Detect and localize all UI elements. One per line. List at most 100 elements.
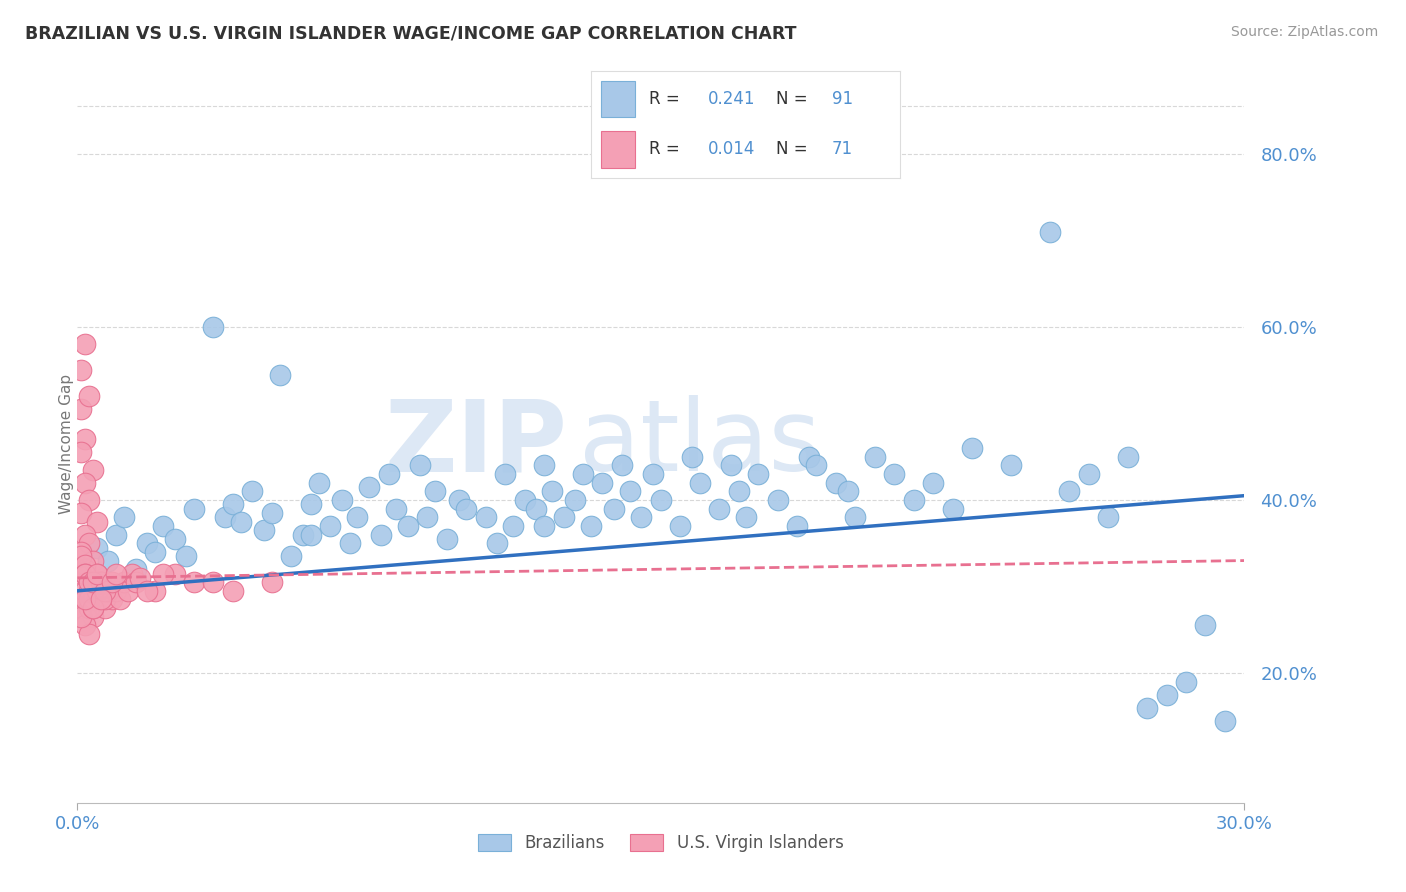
Point — [1000, 458, 1022, 473]
Point — [214, 510, 236, 524]
Point — [97, 553, 120, 567]
Point — [339, 536, 361, 550]
Point — [86, 541, 108, 555]
Point — [513, 493, 536, 508]
Point — [112, 575, 135, 590]
Point — [1039, 225, 1062, 239]
Point — [396, 519, 419, 533]
Point — [82, 601, 104, 615]
Point — [824, 475, 846, 490]
Point — [903, 493, 925, 508]
Point — [541, 484, 564, 499]
Point — [1057, 484, 1080, 499]
Point — [408, 458, 430, 473]
Point — [291, 527, 314, 541]
Point — [260, 506, 283, 520]
Point — [1136, 700, 1159, 714]
Point — [77, 583, 100, 598]
Point — [669, 519, 692, 533]
Point — [128, 571, 150, 585]
Point — [77, 493, 100, 508]
Point — [70, 445, 93, 459]
Point — [70, 545, 93, 559]
Point — [1213, 714, 1236, 728]
Point — [579, 519, 602, 533]
Point — [572, 467, 595, 481]
Point — [152, 519, 174, 533]
Point — [90, 592, 112, 607]
Point — [77, 627, 100, 641]
Point — [82, 592, 104, 607]
Point — [77, 389, 100, 403]
Point — [101, 592, 124, 607]
Point — [222, 583, 245, 598]
Point — [82, 592, 104, 607]
Point — [93, 583, 115, 598]
Point — [844, 510, 866, 524]
Point — [502, 519, 524, 533]
Point — [75, 433, 97, 447]
Point — [641, 467, 664, 481]
Point — [610, 458, 633, 473]
Point — [346, 510, 368, 524]
Text: Source: ZipAtlas.com: Source: ZipAtlas.com — [1230, 25, 1378, 39]
Point — [82, 463, 104, 477]
Point — [806, 458, 828, 473]
Point — [117, 583, 139, 598]
Point — [70, 402, 93, 417]
Point — [82, 553, 104, 567]
Point — [163, 532, 186, 546]
Point — [70, 549, 93, 564]
Text: 91: 91 — [832, 90, 853, 108]
Point — [922, 475, 945, 490]
Point — [183, 575, 205, 590]
Point — [143, 545, 166, 559]
Point — [82, 575, 104, 590]
Point — [77, 575, 100, 590]
Point — [86, 583, 108, 598]
Point — [77, 601, 100, 615]
Point — [86, 566, 108, 581]
Point — [163, 566, 186, 581]
Point — [370, 527, 392, 541]
Point — [105, 527, 128, 541]
Point — [553, 510, 575, 524]
FancyBboxPatch shape — [602, 81, 636, 118]
Point — [533, 519, 555, 533]
Point — [75, 475, 97, 490]
Point — [75, 592, 97, 607]
Point — [308, 475, 330, 490]
Point — [299, 497, 322, 511]
Point — [650, 493, 672, 508]
Point — [253, 523, 276, 537]
Point — [1116, 450, 1139, 464]
Point — [229, 515, 252, 529]
Point — [82, 601, 104, 615]
Point — [260, 575, 283, 590]
Point — [592, 475, 614, 490]
Point — [90, 575, 112, 590]
Point — [75, 583, 97, 598]
Point — [75, 337, 97, 351]
Point — [112, 510, 135, 524]
Text: BRAZILIAN VS U.S. VIRGIN ISLANDER WAGE/INCOME GAP CORRELATION CHART: BRAZILIAN VS U.S. VIRGIN ISLANDER WAGE/I… — [25, 25, 797, 43]
Text: 0.241: 0.241 — [709, 90, 755, 108]
Point — [735, 510, 758, 524]
Point — [436, 532, 458, 546]
Point — [447, 493, 470, 508]
Point — [474, 510, 498, 524]
Point — [93, 601, 115, 615]
Point — [863, 450, 886, 464]
Point — [709, 501, 731, 516]
Point — [425, 484, 447, 499]
Point — [960, 441, 983, 455]
Point — [681, 450, 703, 464]
Point — [727, 484, 749, 499]
Point — [202, 320, 225, 334]
Point — [1156, 688, 1178, 702]
Text: 0.014: 0.014 — [709, 141, 755, 159]
Point — [1077, 467, 1099, 481]
Point — [377, 467, 399, 481]
Point — [86, 515, 108, 529]
Point — [97, 583, 120, 598]
